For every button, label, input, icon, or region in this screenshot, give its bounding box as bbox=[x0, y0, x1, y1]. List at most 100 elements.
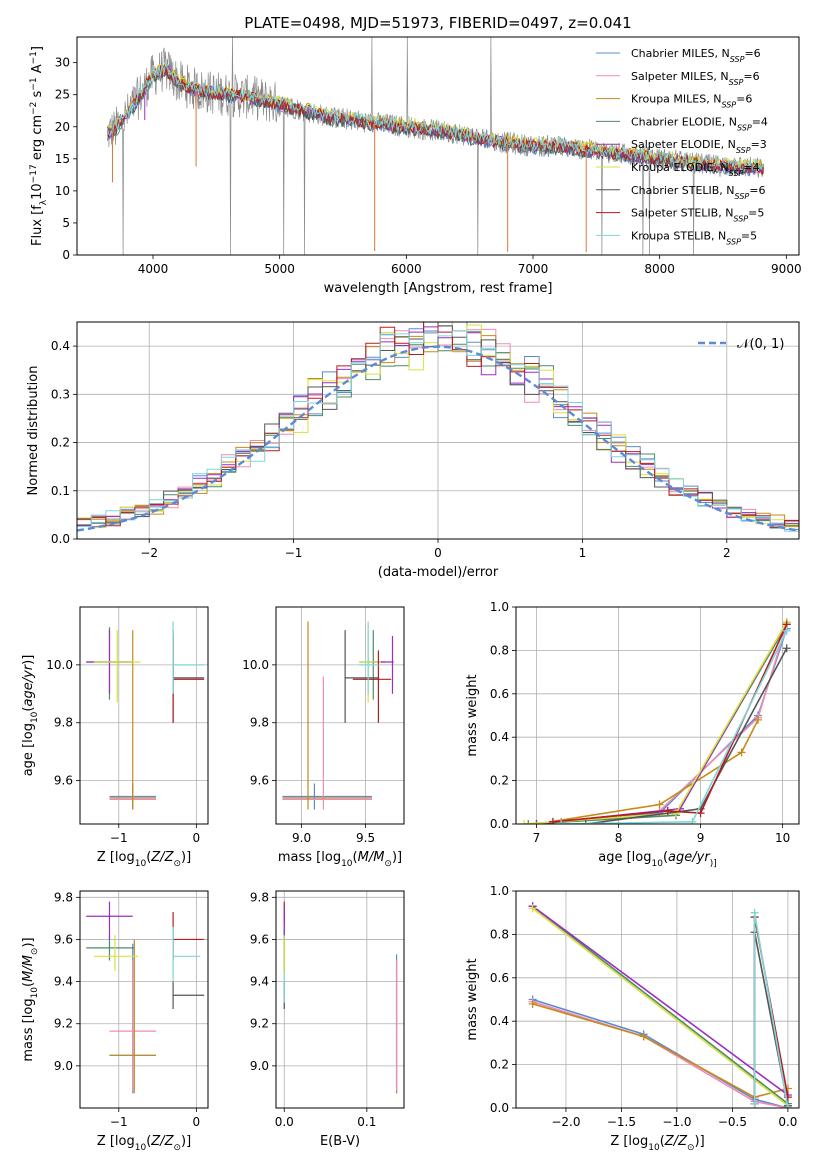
axes-frame bbox=[515, 606, 800, 825]
y-tick-label: 9.4 bbox=[250, 975, 269, 989]
x-tick-label: 6000 bbox=[391, 262, 422, 276]
x-tick-label: 5000 bbox=[264, 262, 295, 276]
plot-area bbox=[528, 902, 792, 1108]
x-axis-label: E(B-V) bbox=[320, 1134, 360, 1149]
spectrum-panel: 4000 5000 6000 7000 8000 9000 0 5 10 15 20 25 30 wave… bbox=[29, 36, 802, 296]
y-tick-label: 9.4 bbox=[54, 975, 73, 989]
x-tick-label: 9 bbox=[697, 831, 705, 845]
y-tick-label: 0.6 bbox=[490, 687, 509, 701]
weight-line-salpeter-miles bbox=[561, 624, 788, 823]
x-tick-label: 9.0 bbox=[292, 831, 311, 845]
weight-marker-kroupa-miles bbox=[753, 715, 762, 724]
weight-marker-kroupa-elodie bbox=[520, 820, 529, 824]
model-spectrum-salpeter-stelib bbox=[106, 63, 764, 176]
y-tick-label: 9.2 bbox=[250, 1017, 269, 1031]
normal-curve bbox=[77, 345, 799, 532]
weight-marker-kroupa-miles bbox=[655, 800, 664, 809]
y-tick-label: 0.3 bbox=[51, 387, 70, 401]
y-tick-label: 0 bbox=[62, 248, 70, 262]
y-axis-label: age [log10(age/yr)] bbox=[21, 655, 40, 777]
figure-title: PLATE=0498, MJD=51973, FIBERID=0497, z=0… bbox=[244, 14, 631, 32]
residual-histogram-salpeter-stelib bbox=[77, 322, 799, 528]
weight-marker-kroupa-elodie bbox=[528, 904, 537, 913]
x-tick-label: −1.0 bbox=[662, 1115, 691, 1129]
weight-marker-kroupa-stelib bbox=[782, 626, 791, 635]
x-tick-label: 7000 bbox=[518, 262, 549, 276]
residual-histogram-kroupa-stelib bbox=[77, 330, 799, 532]
x-axis-label: Z [log10(Z/Z⊙)] bbox=[610, 1134, 704, 1153]
y-tick-label: 0.0 bbox=[51, 532, 70, 546]
y-axis-label: mass [log10(M/M⊙)] bbox=[21, 937, 40, 1061]
x-tick-label: 2 bbox=[723, 546, 731, 560]
weight-marker-kroupa-stelib bbox=[688, 817, 697, 824]
y-tick-label: 30 bbox=[55, 56, 70, 70]
y-tick-label: 0.0 bbox=[490, 1101, 509, 1115]
x-tick-label: 1 bbox=[579, 546, 587, 560]
legend-entry: Chabrier STELIB, NSSP=6 bbox=[631, 184, 765, 201]
weight-marker-salpeter-elodie bbox=[532, 820, 541, 824]
axes-frame bbox=[76, 36, 800, 256]
x-tick-label: 0 bbox=[434, 546, 442, 560]
x-axis-label: Z [log10(Z/Z⊙)] bbox=[97, 1134, 191, 1153]
weight-line-chabrier-miles bbox=[561, 628, 788, 823]
y-tick-label: 9.0 bbox=[54, 1059, 73, 1073]
legend-entry: Kroupa STELIB, NSSP=5 bbox=[631, 229, 757, 246]
age-vs-Z-panel: −1 0 9.6 9.8 10.0 Z [log10(Z/Z⊙)] age [log10(a… bbox=[21, 606, 209, 869]
weight-line-salpeter-elodie bbox=[532, 905, 789, 1096]
x-tick-label: −1 bbox=[110, 831, 128, 845]
x-tick-label: −2 bbox=[140, 546, 158, 560]
y-axis-label: Flux [fλ10−17 erg cm−2 s−1 A−1] bbox=[29, 46, 49, 246]
mass-vs-Z-panel: −1 0 9.0 9.2 9.4 9.6 9.8 Z [log10(Z/Z⊙)] mass [l… bbox=[21, 890, 209, 1153]
axes-frame bbox=[275, 890, 405, 1109]
y-tick-label: 1.0 bbox=[490, 600, 509, 614]
weight-marker-salpeter-stelib bbox=[548, 817, 557, 824]
y-tick-label: 9.8 bbox=[250, 890, 269, 904]
x-axis-label: mass [log10(M/M⊙)] bbox=[278, 850, 402, 869]
residuals-panel: −2 −1 0 1 2 0.0 0.1 0.2 0.3 0.4 (data-model)/error… bbox=[26, 321, 800, 580]
axes-frame bbox=[79, 890, 209, 1109]
weight-vs-Z-panel: −2.0 −1.5 −1.0 −0.5 0.0 0.0 0.2 0.4 0.6 0.8 1.0 Z [… bbox=[465, 884, 800, 1153]
weight-line-chabrier-elodie bbox=[532, 905, 789, 1105]
x-tick-label: −1 bbox=[285, 546, 303, 560]
plot-area bbox=[77, 322, 799, 532]
y-tick-label: 0.2 bbox=[490, 1058, 509, 1072]
weight-marker-salpeter-stelib bbox=[783, 1093, 792, 1102]
legend-entry: Kroupa ELODIE, NSSP=4 bbox=[631, 161, 760, 178]
model-spectrum-kroupa-stelib bbox=[106, 60, 764, 173]
x-axis-label: (data-model)/error bbox=[378, 565, 499, 580]
x-tick-label: 9.5 bbox=[356, 831, 375, 845]
legend-entry: Kroupa MILES, NSSP=6 bbox=[631, 93, 752, 110]
legend-entry: 𝒩(0, 1) bbox=[737, 337, 784, 352]
y-tick-label: 9.8 bbox=[54, 716, 73, 730]
x-axis-label: Z [log10(Z/Z⊙)] bbox=[97, 850, 191, 869]
y-tick-label: 9.8 bbox=[54, 890, 73, 904]
x-axis-label: wavelength [Angstrom, rest frame] bbox=[324, 281, 553, 296]
legend-entry: Chabrier ELODIE, NSSP=4 bbox=[631, 115, 768, 131]
x-tick-label: −0.5 bbox=[718, 1115, 747, 1129]
spectrum-legend: Chabrier MILES, NSSP=6 Salpeter MILES, NS… bbox=[596, 47, 768, 246]
weight-marker-kroupa-stelib bbox=[750, 1099, 759, 1108]
x-tick-label: 8 bbox=[615, 831, 623, 845]
y-tick-label: 0.2 bbox=[490, 774, 509, 788]
x-tick-label: 10 bbox=[775, 831, 790, 845]
plot-area bbox=[106, 37, 764, 255]
age-vs-mass-panel: 9.0 9.5 9.6 9.8 10.0 mass [log10(M/M⊙)] bbox=[242, 606, 405, 869]
weight-line-kroupa-miles bbox=[536, 719, 759, 824]
mass-vs-ebv-panel: 0.0 0.1 9.0 9.2 9.4 9.6 9.8 E(B-V) bbox=[250, 890, 405, 1149]
weight-line-chabrier-elodie bbox=[528, 623, 788, 824]
x-axis-label: age [log10(age/yr)] bbox=[598, 850, 716, 869]
weight-marker-chabrier-stelib bbox=[581, 820, 590, 824]
y-tick-label: 0.0 bbox=[490, 817, 509, 831]
y-tick-label: 10 bbox=[55, 184, 70, 198]
legend-entry: Salpeter STELIB, NSSP=5 bbox=[631, 207, 764, 224]
weight-marker-kroupa-miles bbox=[639, 1032, 648, 1041]
y-tick-label: 0.1 bbox=[51, 484, 70, 498]
weight-marker-chabrier-stelib bbox=[782, 644, 791, 653]
weight-line-kroupa-stelib bbox=[753, 912, 789, 1108]
x-tick-label: 4000 bbox=[138, 262, 169, 276]
y-tick-label: 0.6 bbox=[490, 971, 509, 985]
legend-entry: Salpeter ELODIE, NSSP=3 bbox=[631, 138, 767, 155]
y-tick-label: 0.4 bbox=[490, 1014, 509, 1028]
x-tick-label: 0 bbox=[193, 831, 201, 845]
plot-area bbox=[520, 618, 791, 824]
